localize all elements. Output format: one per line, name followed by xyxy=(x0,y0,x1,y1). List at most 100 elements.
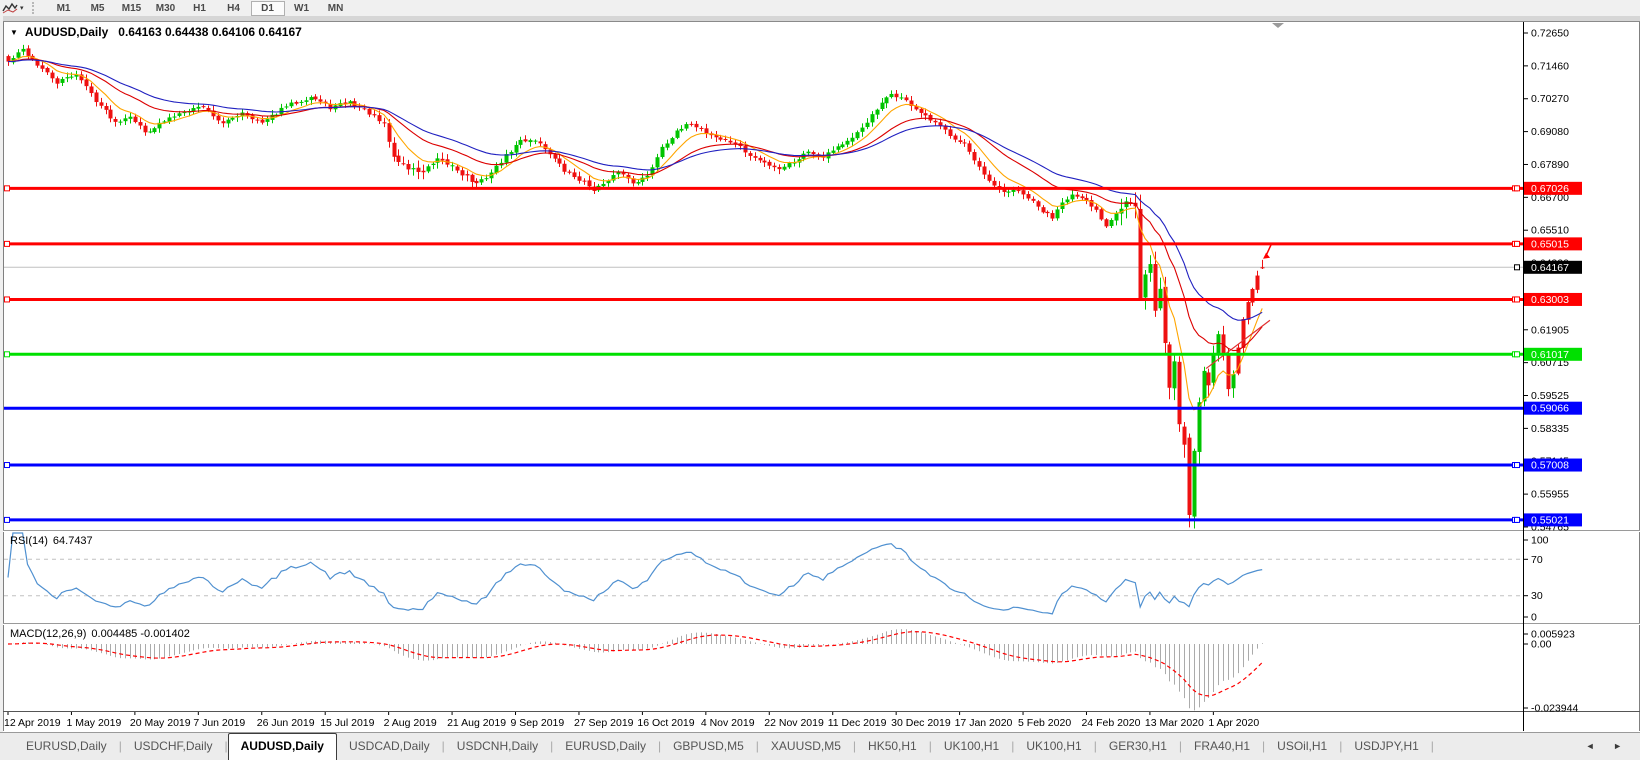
price-label-0.61017: 0.61017 xyxy=(1514,347,1582,361)
svg-text:0.005923: 0.005923 xyxy=(1531,629,1575,641)
tabbar-padding xyxy=(0,733,14,760)
svg-text:1 May 2019: 1 May 2019 xyxy=(66,717,121,729)
chart-tab-uk100-h1[interactable]: UK100,H1 xyxy=(1026,739,1082,753)
svg-text:0.67890: 0.67890 xyxy=(1531,159,1569,171)
svg-text:2 Aug 2019: 2 Aug 2019 xyxy=(384,717,437,729)
svg-text:0.65015: 0.65015 xyxy=(1531,238,1569,250)
svg-text:22 Nov 2019: 22 Nov 2019 xyxy=(764,717,824,729)
chart-ohlc-values: 0.64163 0.64438 0.64106 0.64167 xyxy=(118,25,302,39)
tab-separator: | xyxy=(1339,739,1343,753)
timeframe-button-m30[interactable]: M30 xyxy=(155,2,176,14)
timeframe-button-h4[interactable]: H4 xyxy=(227,2,240,14)
svg-text:30 Dec 2019: 30 Dec 2019 xyxy=(891,717,951,729)
chart-tab-usdcad-daily[interactable]: USDCAD,Daily xyxy=(348,739,430,753)
price-label-0.55021: 0.55021 xyxy=(1514,513,1582,527)
chart-tab-usoil-h1[interactable]: USOil,H1 xyxy=(1277,739,1328,753)
chart-tab-usdchf-daily[interactable]: USDCHF,Daily xyxy=(133,739,213,753)
toolbar: ▾ M1 M5 M15 M30 H1 H4 D1 W1 MN xyxy=(0,0,1640,16)
chevron-down-icon: ▼ xyxy=(10,27,18,37)
timeframe-button-m5[interactable]: M5 xyxy=(90,2,105,14)
chart-title[interactable]: ▼ AUDUSD,Daily 0.64163 0.64438 0.64106 0… xyxy=(10,25,302,39)
tab-separator: | xyxy=(1178,739,1183,753)
tab-separator: | xyxy=(441,739,445,753)
chart-shift-marker[interactable] xyxy=(1272,23,1284,28)
zigzag-chart-icon xyxy=(2,2,18,14)
svg-text:0.70270: 0.70270 xyxy=(1531,93,1569,105)
price-label-0.67026: 0.67026 xyxy=(1514,181,1582,195)
macd-signal-line xyxy=(7,631,1263,697)
ma-slow-line[interactable] xyxy=(7,59,1263,321)
svg-text:0.57008: 0.57008 xyxy=(1531,460,1569,472)
macd-histogram xyxy=(13,629,1263,711)
chart-tab-fra40-h1[interactable]: FRA40,H1 xyxy=(1194,739,1251,753)
rsi-line xyxy=(7,532,1263,615)
svg-text:0.61017: 0.61017 xyxy=(1531,349,1569,361)
svg-text:0.58335: 0.58335 xyxy=(1531,423,1569,435)
chart-tab-audusd-daily[interactable]: AUDUSD,Daily xyxy=(227,733,337,760)
price-label-0.57008: 0.57008 xyxy=(1514,458,1582,472)
chevron-down-icon: ▾ xyxy=(20,5,24,12)
arrow-object[interactable] xyxy=(1263,244,1272,259)
price-label-0.65015: 0.65015 xyxy=(1514,237,1582,251)
svg-text:100: 100 xyxy=(1531,535,1549,547)
indicators-button[interactable]: ▾ xyxy=(0,1,28,15)
timeframe-buttons: M1 M5 M15 M30 H1 H4 D1 W1 MN xyxy=(47,0,353,16)
svg-text:1 Apr 2020: 1 Apr 2020 xyxy=(1208,717,1259,729)
chart-tab-usdjpy-h1[interactable]: USDJPY,H1 xyxy=(1354,739,1419,753)
svg-text:0.65510: 0.65510 xyxy=(1531,225,1569,237)
chart-tab-uk100-h1[interactable]: UK100,H1 xyxy=(943,739,1000,753)
tab-separator: | xyxy=(118,739,122,753)
svg-text:5 Feb 2020: 5 Feb 2020 xyxy=(1018,717,1071,729)
trend-line-object[interactable] xyxy=(1205,319,1271,370)
chart-tabs: EURUSD,Daily | USDCHF,Daily | AUDUSD,Daily US… xyxy=(0,732,1640,760)
rsi-pane-header: RSI(14) 64.7437 xyxy=(10,535,93,547)
svg-text:70: 70 xyxy=(1531,554,1543,566)
svg-text:4 Nov 2019: 4 Nov 2019 xyxy=(701,717,755,729)
price-label-0.64167: 0.64167 xyxy=(1514,260,1582,274)
timeframe-button-mn[interactable]: MN xyxy=(327,2,344,14)
time-axis[interactable]: 12 Apr 2019 1 May 2019 20 May 2019 7 Jun 20… xyxy=(4,712,1259,729)
chart-symbol-label: AUDUSD,Daily xyxy=(24,25,109,39)
tab-separator: | xyxy=(928,739,932,753)
svg-text:0.66700: 0.66700 xyxy=(1531,192,1569,204)
svg-text:7 Jun 2019: 7 Jun 2019 xyxy=(193,717,245,729)
price-axis[interactable]: 0.72650 0.71460 0.70270 0.69080 0.67890 0.667… xyxy=(1514,22,1583,731)
chart-tab-eurusd-daily[interactable]: EURUSD,Daily xyxy=(26,739,107,753)
svg-text:0.55021: 0.55021 xyxy=(1531,514,1569,526)
svg-text:27 Sep 2019: 27 Sep 2019 xyxy=(574,717,634,729)
chart-tab-hk50-h1[interactable]: HK50,H1 xyxy=(868,739,917,753)
timeframe-button-d1[interactable]: D1 xyxy=(250,0,285,16)
svg-text:0.67026: 0.67026 xyxy=(1531,183,1569,195)
tab-separator: | xyxy=(550,739,554,753)
chart-tab-usdcnh-daily[interactable]: USDCNH,Daily xyxy=(456,739,539,753)
tab-separator: | xyxy=(1011,739,1015,753)
tab-separator: | xyxy=(1093,739,1097,753)
timeframe-button-m15[interactable]: M15 xyxy=(121,2,142,14)
chart-tab-eurusd-daily[interactable]: EURUSD,Daily xyxy=(565,739,646,753)
toolbar-grip xyxy=(31,2,41,14)
svg-text:0.69080: 0.69080 xyxy=(1531,126,1569,138)
svg-text:0.55955: 0.55955 xyxy=(1531,489,1569,501)
svg-text:0: 0 xyxy=(1531,612,1537,624)
ma-fast-line[interactable] xyxy=(7,55,1263,411)
timeframe-button-w1[interactable]: W1 xyxy=(294,2,310,14)
chart-tab-gbpusd-m5[interactable]: GBPUSD,M5 xyxy=(673,739,744,753)
tab-scroll-arrows[interactable]: ◄ ► xyxy=(1585,741,1630,751)
svg-text:0.64167: 0.64167 xyxy=(1531,262,1569,274)
svg-text:-0.023944: -0.023944 xyxy=(1531,703,1578,715)
macd-pane-header: MACD(12,26,9) 0.004485 -0.001402 xyxy=(10,628,190,640)
svg-text:13 Mar 2020: 13 Mar 2020 xyxy=(1145,717,1204,729)
svg-text:12 Apr 2019: 12 Apr 2019 xyxy=(4,717,61,729)
chart-tab-xauusd-m5[interactable]: XAUUSD,M5 xyxy=(770,739,841,753)
ma-medium-line[interactable] xyxy=(7,58,1263,352)
tab-separator: | xyxy=(755,739,759,753)
svg-text:0.59525: 0.59525 xyxy=(1531,390,1569,402)
svg-text:9 Sep 2019: 9 Sep 2019 xyxy=(511,717,565,729)
svg-text:11 Dec 2019: 11 Dec 2019 xyxy=(828,717,887,729)
timeframe-button-m1[interactable]: M1 xyxy=(56,2,71,14)
tab-separator: | xyxy=(852,739,857,753)
timeframe-button-h1[interactable]: H1 xyxy=(193,2,206,14)
chart-tab-ger30-h1[interactable]: GER30,H1 xyxy=(1108,739,1167,753)
svg-text:0.59066: 0.59066 xyxy=(1531,403,1569,415)
